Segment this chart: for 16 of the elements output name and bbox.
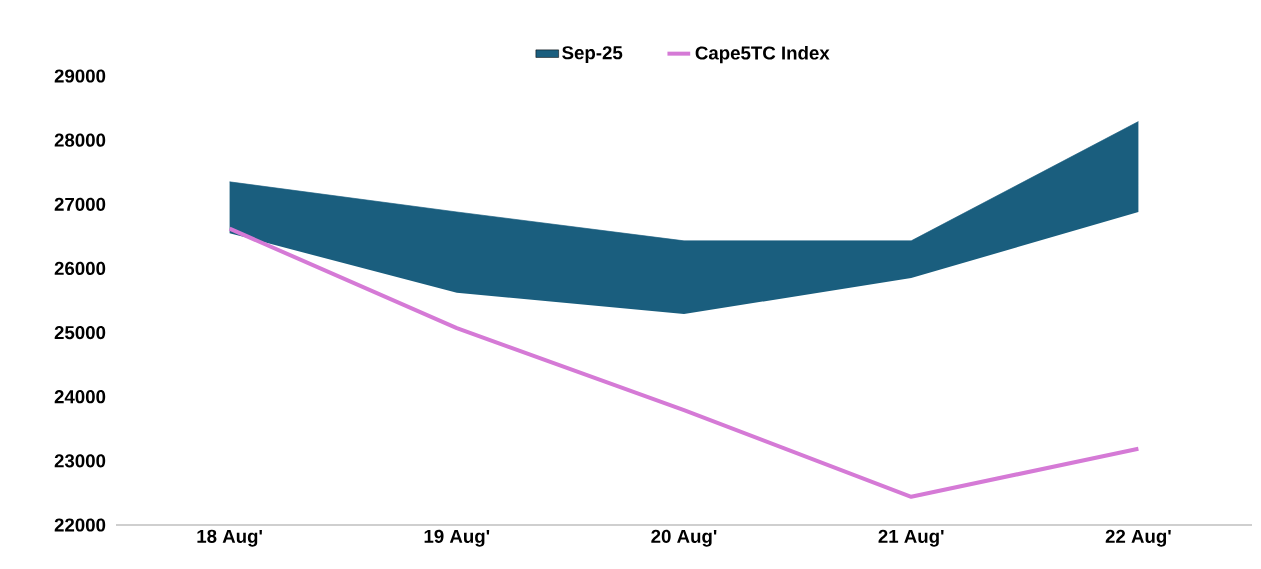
line-series — [227, 226, 1141, 499]
y-tick-label: 22000 — [54, 518, 106, 532]
y-tick-label: 24000 — [54, 390, 106, 404]
x-tick-label: 21 Aug' — [878, 529, 944, 547]
y-tick-label: 27000 — [54, 197, 106, 211]
x-tick-label: 19 Aug' — [424, 529, 490, 547]
y-tick-label: 28000 — [54, 133, 106, 147]
x-tick-label: 18 Aug' — [197, 529, 262, 547]
y-tick-label: 23000 — [54, 454, 106, 468]
legend-label: Cape5TC Index — [695, 45, 830, 64]
y-tick-label: 29000 — [54, 69, 106, 83]
x-tick-label: 22 Aug' — [1105, 529, 1171, 547]
legend-label: Sep-25 — [562, 46, 623, 64]
y-tick-label: 26000 — [54, 261, 106, 276]
y-tick-label: 25000 — [54, 325, 106, 340]
x-tick-label: 20 Aug' — [651, 529, 717, 547]
